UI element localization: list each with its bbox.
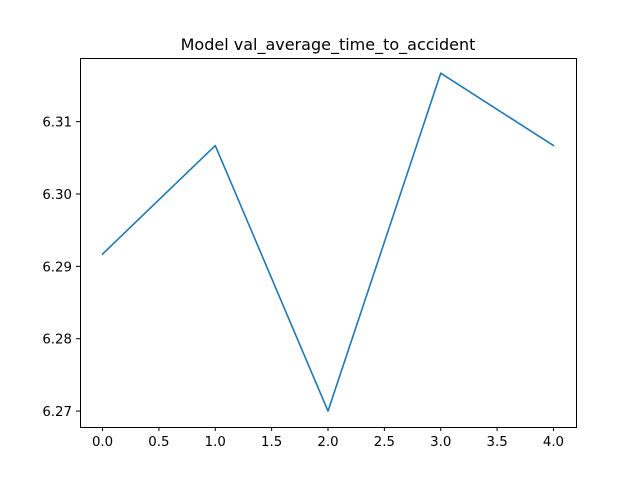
y-axis-ticks: 6.27 6.28 6.29 6.30 6.31	[42, 116, 81, 420]
x-tick-label: 2.0	[317, 435, 338, 450]
x-axis-ticks: 0.0 0.5 1.0 1.5 2.0 2.5 3.0 3.5 4.0	[92, 427, 564, 450]
y-tick-label: 6.29	[42, 260, 72, 275]
x-tick-label: 0.0	[92, 435, 113, 450]
y-tick-label: 6.30	[42, 188, 72, 203]
series-layer	[101, 72, 555, 412]
x-tick-label: 1.5	[261, 435, 282, 450]
x-tick-label: 4.0	[543, 435, 564, 450]
y-tick-label: 6.28	[42, 333, 72, 348]
chart-title: Model val_average_time_to_accident	[181, 35, 476, 55]
x-tick-label: 1.0	[205, 435, 226, 450]
series-line	[101, 72, 555, 412]
y-tick-label: 6.31	[42, 116, 72, 131]
x-tick-label: 3.5	[486, 435, 507, 450]
x-tick-label: 0.5	[148, 435, 169, 450]
plot-frame	[80, 58, 577, 428]
x-tick-label: 3.0	[430, 435, 451, 450]
x-tick-label: 2.5	[374, 435, 395, 450]
y-tick-label: 6.27	[42, 405, 72, 420]
